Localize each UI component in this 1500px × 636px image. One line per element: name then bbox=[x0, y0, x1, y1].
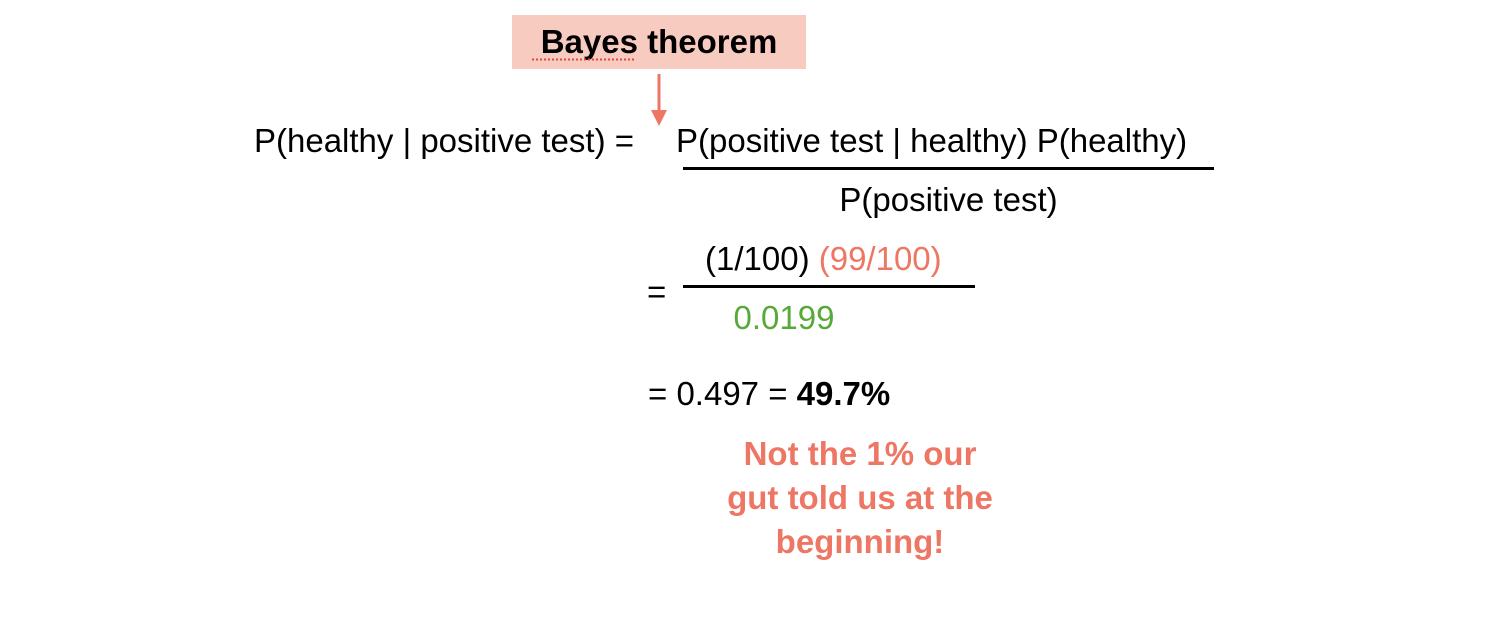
note-line-2: gut told us at the bbox=[727, 479, 993, 516]
conclusion-note: Not the 1% our gut told us at the beginn… bbox=[685, 432, 1035, 564]
fraction-line-2 bbox=[683, 285, 975, 288]
bayes-theorem-label: Bayes theorem bbox=[540, 23, 778, 60]
spellcheck-underline bbox=[531, 58, 635, 61]
step2-numerator-b: (99/100) bbox=[818, 240, 942, 277]
step2-equals: = bbox=[647, 273, 667, 310]
step2-denominator: 0.0199 bbox=[733, 299, 835, 336]
result-prefix: = 0.497 = bbox=[648, 375, 788, 412]
formula-numerator: P(positive test | healthy) P(healthy) bbox=[676, 122, 1188, 159]
formula-lhs: P(healthy | positive test) = bbox=[254, 122, 634, 159]
step2-numerator-a: (1/100) bbox=[705, 240, 810, 277]
result-line: = 0.497 = 49.7% bbox=[648, 374, 890, 414]
formula-denominator: P(positive test) bbox=[839, 181, 1058, 218]
result-value: 49.7% bbox=[796, 375, 891, 412]
fraction-line-1 bbox=[683, 167, 1214, 170]
note-line-3: beginning! bbox=[775, 523, 945, 560]
note-line-1: Not the 1% our bbox=[743, 435, 977, 472]
step2-numerator: (1/100) (99/100) bbox=[705, 239, 942, 279]
down-arrow-icon bbox=[651, 74, 667, 126]
